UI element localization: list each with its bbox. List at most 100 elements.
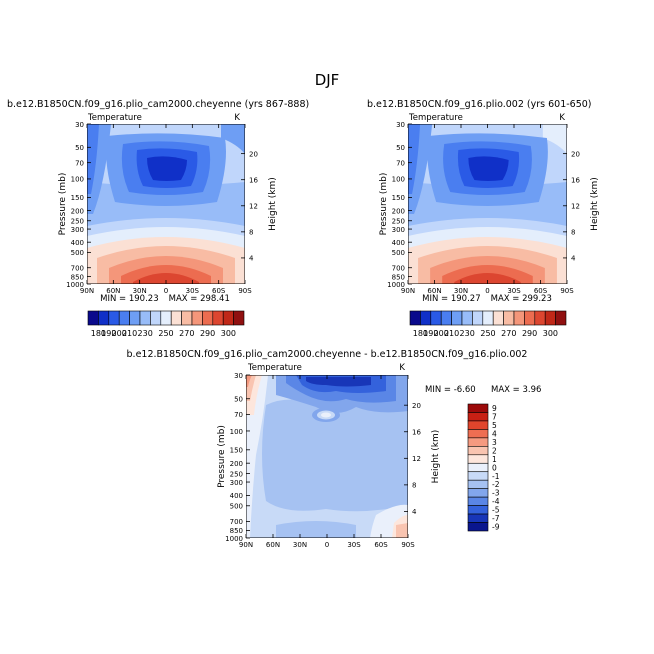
colorbar-swatch [467, 505, 489, 515]
colorbar-label: 230 [460, 329, 475, 338]
colorbar-label: -2 [492, 480, 500, 489]
colorbar-label: 180 [91, 329, 106, 338]
lat-tick-label: 30S [347, 541, 361, 549]
lat-tick-label: 90S [560, 287, 574, 295]
lat-tick-label: 60N [266, 541, 280, 549]
pressure-tick-label: 500 [71, 249, 84, 257]
colorbar-swatch [503, 310, 515, 326]
pressure-tick-label: 1000 [387, 281, 405, 289]
y-axis-title: Pressure (mb) [217, 425, 227, 488]
colorbar-label: -9 [492, 523, 500, 532]
colorbar-swatch [467, 496, 489, 506]
contour-plot [408, 124, 567, 284]
colorbar-swatch [524, 310, 536, 326]
pressure-tick-label: 30 [396, 121, 405, 129]
colorbar-label: 290 [522, 329, 537, 338]
pressure-tick-label: 70 [396, 159, 405, 167]
pressure-tick-label: 50 [234, 396, 243, 404]
colorbar-label: 300 [543, 329, 558, 338]
colorbar-swatch [150, 310, 162, 326]
height-tick-label: 8 [249, 229, 253, 237]
contour-plot [246, 375, 408, 538]
pressure-tick-label: 200 [392, 207, 405, 215]
colorbar-label: -4 [492, 497, 500, 506]
colorbar-label: 190 [101, 329, 116, 338]
colorbar-swatch [451, 310, 463, 326]
lat-tick-label: 0 [164, 287, 168, 295]
pressure-tick-label: 200 [71, 207, 84, 215]
height-tick-label: 20 [571, 150, 580, 158]
pressure-tick-label: 850 [71, 273, 84, 281]
colorbar-label: 9 [492, 404, 497, 413]
pressure-tick-label: 850 [392, 273, 405, 281]
colorbar-swatch [160, 310, 172, 326]
min-max-label: MIN = 190.23 MAX = 298.41 [100, 294, 230, 304]
colorbar-swatch [170, 310, 182, 326]
lat-tick-label: 60N [106, 287, 120, 295]
colorbar-swatch [467, 454, 489, 464]
colorbar-swatch [467, 412, 489, 422]
colorbar-label: -3 [492, 489, 500, 498]
colorbar-label: 5 [492, 421, 497, 430]
colorbar-swatch [467, 471, 489, 481]
colorbar-label: -1 [492, 472, 500, 481]
pressure-tick-label: 30 [75, 121, 84, 129]
colorbar-label: 0 [492, 463, 497, 472]
colorbar-swatch [467, 437, 489, 447]
colorbar-swatch [98, 310, 110, 326]
colorbar-label: 190 [423, 329, 438, 338]
colorbar-swatch [139, 310, 151, 326]
colorbar-swatch [202, 310, 214, 326]
pressure-tick-label: 150 [71, 194, 84, 202]
panel-title: b.e12.B1850CN.f09_g16.plio.002 (yrs 601-… [367, 99, 592, 110]
height-tick-label: 16 [249, 177, 258, 185]
pressure-tick-label: 70 [75, 159, 84, 167]
height-tick-label: 20 [249, 150, 258, 158]
colorbar-label: 3 [492, 438, 497, 447]
lat-tick-label: 60S [212, 287, 226, 295]
colorbar-swatch [492, 310, 504, 326]
lat-tick-label: 0 [485, 287, 489, 295]
lat-tick-label: 60S [534, 287, 548, 295]
colorbar-label: 250 [158, 329, 173, 338]
panel-title: b.e12.B1850CN.f09_g16.plio_cam2000.cheye… [127, 349, 528, 360]
colorbar-label: -5 [492, 506, 500, 515]
colorbar-label: 210 [122, 329, 137, 338]
pressure-tick-label: 70 [234, 411, 243, 419]
panel-title: b.e12.B1850CN.f09_g16.plio_cam2000.cheye… [7, 99, 309, 110]
colorbar-swatch [467, 522, 489, 532]
y-axis-title-right: Height (km) [590, 177, 600, 231]
pressure-tick-label: 700 [230, 518, 243, 526]
colorbar-label: 270 [179, 329, 194, 338]
y-axis-title: Pressure (mb) [379, 173, 389, 236]
colorbar-label: 290 [200, 329, 215, 338]
height-tick-label: 8 [412, 482, 416, 490]
colorbar-swatch [440, 310, 452, 326]
pressure-tick-label: 200 [230, 460, 243, 468]
lat-tick-label: 60S [374, 541, 388, 549]
pressure-tick-label: 500 [230, 503, 243, 511]
axes-layer: 3050701001502002503004005007008501000201… [58, 121, 600, 549]
pressure-tick-label: 250 [230, 470, 243, 478]
height-tick-label: 4 [249, 255, 254, 263]
colorbar-label: 180 [413, 329, 428, 338]
colorbar-label: 210 [444, 329, 459, 338]
pressure-tick-label: 300 [230, 479, 243, 487]
units-label: K [559, 113, 565, 123]
variable-label: Temperature [247, 363, 302, 373]
colorbar-swatch [467, 513, 489, 523]
colorbar-swatch [467, 479, 489, 489]
figure-title: DJF [315, 71, 340, 89]
min-max-label: MIN = 190.27 MAX = 299.23 [422, 294, 552, 304]
colorbar-label: 200 [434, 329, 449, 338]
colorbar-swatch [467, 488, 489, 498]
panel-base: b.e12.B1850CN.f09_g16.plio.002 (yrs 601-… [367, 99, 592, 338]
colorbar-label: 230 [138, 329, 153, 338]
lat-tick-label: 60N [427, 287, 441, 295]
lat-tick-label: 30S [507, 287, 521, 295]
colorbar-label: 4 [492, 429, 497, 438]
colorbar-label: 7 [492, 413, 497, 422]
